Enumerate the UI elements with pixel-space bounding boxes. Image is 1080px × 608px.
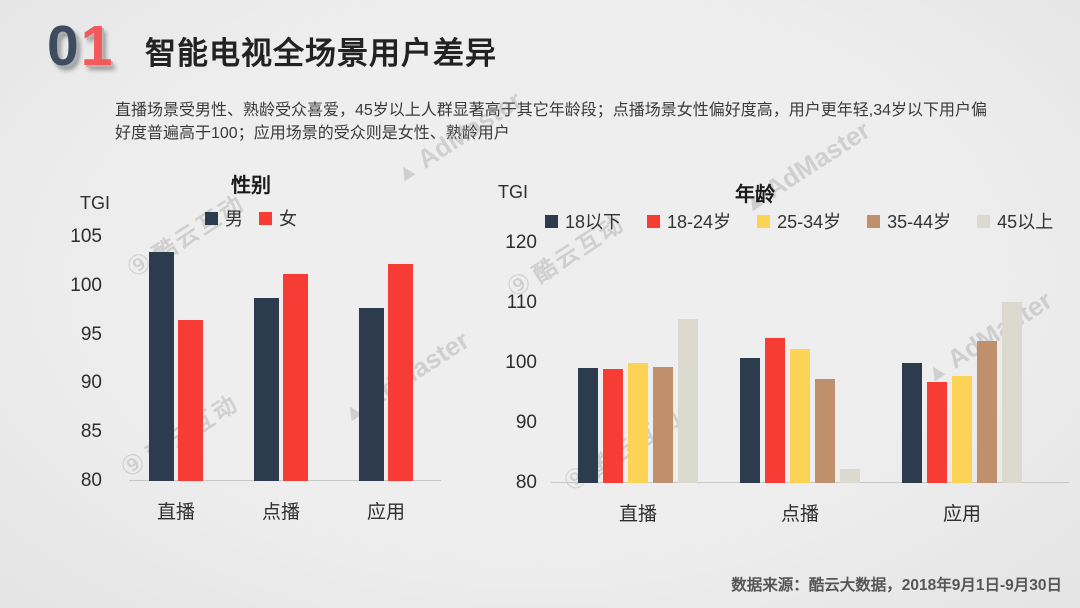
bar-18-24岁-直播 xyxy=(603,369,623,483)
legend-item: 女 xyxy=(259,205,297,231)
legend-label: 女 xyxy=(279,209,297,229)
legend-item: 35-44岁 xyxy=(867,208,951,234)
bar-35-44岁-直播 xyxy=(653,366,673,483)
section-number: 01 xyxy=(47,18,114,75)
y-tick-label: 80 xyxy=(80,470,102,491)
chart-title: 年龄 xyxy=(735,184,775,206)
bar-18以下-直播 xyxy=(578,367,598,483)
legend-swatch xyxy=(867,214,881,228)
x-category-label: 直播 xyxy=(156,502,195,523)
legend-swatch xyxy=(259,211,272,225)
legend-label: 18以下 xyxy=(565,212,622,232)
bar-男-应用 xyxy=(358,308,385,481)
y-tick-label: 95 xyxy=(80,323,102,345)
chart-legend: 男女 xyxy=(40,205,462,231)
y-tick-label: 100 xyxy=(505,352,537,373)
bar-男-直播 xyxy=(148,251,175,481)
legend-label: 25-34岁 xyxy=(777,212,842,232)
legend-label: 35-44岁 xyxy=(887,212,952,232)
x-category-label: 应用 xyxy=(942,504,981,525)
legend-item: 25-34岁 xyxy=(757,208,841,234)
y-tick-label: 85 xyxy=(80,421,102,443)
x-category-label: 应用 xyxy=(366,502,405,523)
x-category-label: 点播 xyxy=(261,502,300,523)
bar-18以下-应用 xyxy=(902,363,922,483)
legend-label: 18-24岁 xyxy=(667,212,732,232)
x-axis-line xyxy=(551,482,1069,483)
legend-item: 45以上 xyxy=(977,208,1053,234)
slide-title: 智能电视全场景用户差异 xyxy=(145,36,497,71)
bar-25-34岁-直播 xyxy=(628,363,648,483)
y-tick-label: 120 xyxy=(505,232,537,253)
bar-35-44岁-点播 xyxy=(815,378,835,483)
age-chart: TGI 年龄 18以下 18-24岁 25-34岁 35-44岁 45以上 120 110… xyxy=(490,170,1080,555)
section-number-digit-1: 1 xyxy=(80,14,115,78)
y-axis-title: TGI xyxy=(80,193,110,213)
legend-item: 男 xyxy=(205,205,243,231)
bar-女-点播 xyxy=(282,274,309,481)
y-axis-title: TGI xyxy=(498,182,528,202)
slide-subtitle: 直播场景受男性、熟龄受众喜爱，45岁以上人群显著高于其它年龄段；点播场景女性偏好… xyxy=(115,102,988,142)
y-tick-label: 100 xyxy=(70,274,102,296)
x-category-label: 点播 xyxy=(780,504,819,525)
footer-source: 数据来源：酷云大数据，2018年9月1日-9月30日 xyxy=(731,577,1062,594)
bar-25-34岁-应用 xyxy=(952,375,972,483)
plot-area: 105 100 95 90 85 80 直播 点播 应用 xyxy=(70,226,441,523)
bar-45以上-直播 xyxy=(678,318,698,483)
bar-45以上-点播 xyxy=(840,469,860,483)
gender-chart: TGI 性别 男女 105 100 95 90 85 80 直播 点播 应用 xyxy=(40,165,470,555)
bar-女-直播 xyxy=(177,319,204,481)
bar-18-24岁-应用 xyxy=(927,381,947,483)
chart-legend: 18以下 18-24岁 25-34岁 35-44岁 45以上 xyxy=(545,208,1053,234)
chart-title: 性别 xyxy=(231,175,271,197)
plot-area: 120 110 100 90 80 直播 点播 应用 xyxy=(505,232,1069,525)
bar-45以上-应用 xyxy=(1002,301,1022,483)
bar-女-应用 xyxy=(387,264,414,481)
x-category-label: 直播 xyxy=(618,504,657,525)
legend-swatch xyxy=(977,214,991,228)
legend-swatch xyxy=(757,214,771,228)
legend-swatch xyxy=(545,214,558,228)
legend-label: 男 xyxy=(225,209,243,229)
y-tick-label: 80 xyxy=(515,472,537,493)
bar-18-24岁-点播 xyxy=(765,337,785,483)
legend-label: 45以上 xyxy=(997,212,1054,232)
bar-男-点播 xyxy=(253,297,280,481)
legend-swatch xyxy=(205,211,218,225)
legend-item: 18以下 xyxy=(545,208,621,234)
section-number-digit-0: 0 xyxy=(47,14,81,78)
bar-18以下-点播 xyxy=(740,357,760,483)
legend-item: 18-24岁 xyxy=(647,208,731,234)
y-tick-label: 105 xyxy=(70,226,102,247)
y-tick-label: 90 xyxy=(80,372,102,394)
bar-25-34岁-点播 xyxy=(790,348,810,483)
legend-swatch xyxy=(647,214,661,228)
bar-35-44岁-应用 xyxy=(977,341,997,483)
y-tick-label: 90 xyxy=(515,412,537,433)
y-tick-label: 110 xyxy=(506,292,537,313)
